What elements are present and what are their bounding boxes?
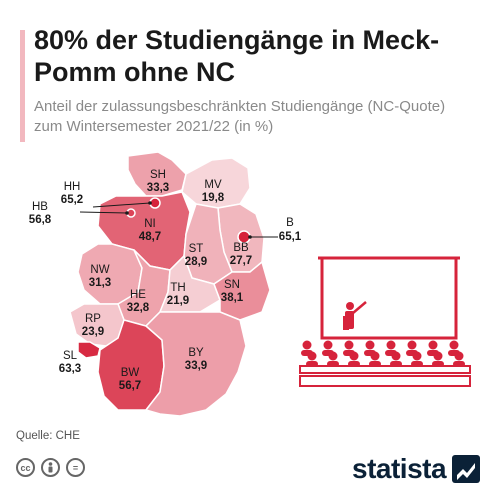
label-value-HE: 32,8 [127, 302, 150, 314]
audience-member-head [302, 340, 312, 350]
label-code-SH: SH [150, 169, 166, 181]
label-value-TH: 21,9 [167, 295, 189, 307]
label-value-NI: 48,7 [139, 231, 161, 243]
label-value-SN: 38,1 [221, 292, 244, 304]
chart-title: 80% der Studiengänge in Meck-Pomm ohne N… [34, 25, 440, 87]
lecture-hall-illustration [299, 256, 471, 387]
audience-member-head [428, 340, 438, 350]
audience-member-head [349, 351, 359, 361]
label-code-B: B [286, 217, 294, 229]
statista-logo[interactable]: statista [352, 453, 481, 484]
label-code-SN: SN [224, 279, 240, 291]
person-icon[interactable] [41, 458, 60, 477]
label-value-RP: 23,9 [82, 326, 104, 338]
audience-member-head [449, 340, 459, 350]
label-value-MV: 19,8 [202, 192, 225, 204]
label-code-BB: BB [233, 242, 249, 254]
audience-member-head [391, 351, 401, 361]
label-code-NI: NI [144, 218, 156, 230]
audience-member-head [365, 340, 375, 350]
chart-subtitle: Anteil der zulassungsbeschränkten Studie… [34, 98, 446, 135]
statista-logo-icon [452, 455, 481, 483]
state-region-MV [181, 157, 251, 209]
label-value-SH: 33,3 [147, 182, 169, 194]
marker-B [248, 235, 252, 239]
state-region-BY [144, 311, 247, 417]
label-value-HB: 56,8 [29, 214, 52, 226]
audience-member-head [328, 351, 338, 361]
brand-name: statista [352, 453, 447, 484]
connector-HH [92, 202, 151, 208]
label-value-SL: 63,3 [59, 363, 81, 375]
label-value-HH: 65,2 [61, 194, 83, 206]
label-value-BB: 27,7 [230, 255, 252, 267]
state-region-SN [213, 260, 271, 321]
label-code-SL: SL [63, 350, 78, 362]
audience-member-head [454, 351, 464, 361]
label-value-BW: 56,7 [119, 380, 141, 392]
label-code-TH: TH [170, 282, 185, 294]
source-note: Quelle: CHE [16, 430, 80, 442]
state-region-TH [158, 254, 221, 313]
marker-HB [125, 211, 129, 215]
label-value-B: 65,1 [279, 231, 302, 243]
label-code-BY: BY [188, 347, 204, 359]
label-value-NW: 31,3 [89, 277, 111, 289]
label-code-ST: ST [189, 243, 204, 255]
title-accent-bar [20, 30, 25, 142]
label-value-BY: 33,9 [185, 360, 207, 372]
speaker-icon [343, 301, 367, 330]
audience-member-head [433, 351, 443, 361]
projection-screen [320, 256, 458, 340]
state-regions [69, 151, 271, 417]
label-code-BW: BW [121, 367, 140, 379]
label-code-RP: RP [85, 313, 101, 325]
label-code-HB: HB [32, 201, 48, 213]
label-code-MV: MV [204, 179, 222, 191]
audience-member-head [370, 351, 380, 361]
back-row-desk [299, 375, 471, 387]
label-code-HH: HH [64, 181, 81, 193]
label-code-HE: HE [130, 289, 146, 301]
audience-member-head [323, 340, 333, 350]
audience-member-head [344, 340, 354, 350]
audience-member-head [412, 351, 422, 361]
label-code-NW: NW [90, 264, 109, 276]
cc-icon[interactable]: cc [16, 458, 35, 477]
marker-HH [148, 201, 152, 205]
state-region-SH [127, 151, 187, 197]
license-icons: cc = [16, 458, 85, 477]
audience-icon [301, 340, 465, 367]
front-row-desk [299, 365, 471, 374]
state-region-SL [77, 341, 101, 359]
audience-member-head [386, 340, 396, 350]
audience-member-head [307, 351, 317, 361]
connector-HB [79, 211, 128, 214]
label-value-ST: 28,9 [185, 256, 207, 268]
equals-icon[interactable]: = [66, 458, 85, 477]
audience-member-head [407, 340, 417, 350]
